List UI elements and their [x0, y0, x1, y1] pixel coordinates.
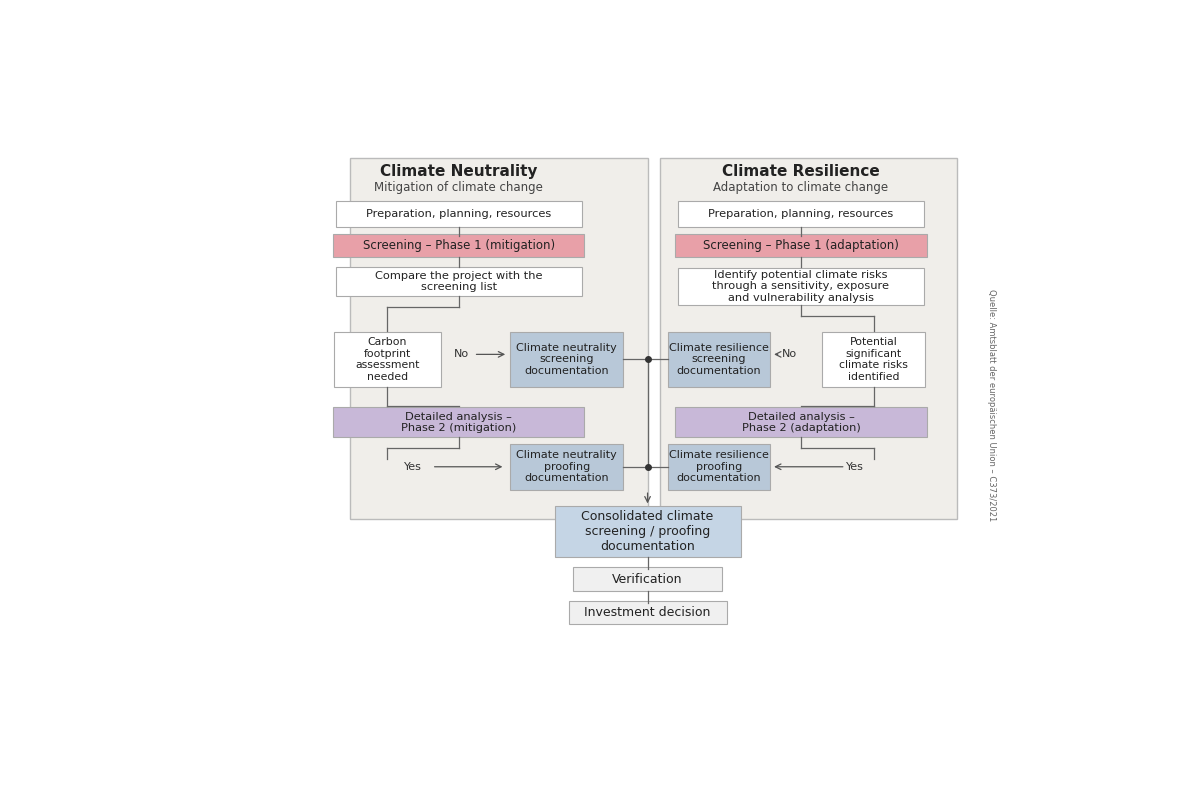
- Text: Adaptation to climate change: Adaptation to climate change: [714, 181, 888, 194]
- Text: Detailed analysis –
Phase 2 (adaptation): Detailed analysis – Phase 2 (adaptation): [742, 411, 860, 433]
- Text: Carbon
footprint
assessment
needed: Carbon footprint assessment needed: [355, 337, 419, 382]
- Text: Verification: Verification: [612, 573, 683, 585]
- FancyBboxPatch shape: [334, 407, 584, 437]
- Text: Quelle: Amtsblatt der europäischen Union – C373/2021: Quelle: Amtsblatt der europäischen Union…: [988, 289, 996, 521]
- Text: Yes: Yes: [404, 462, 422, 472]
- Text: Investment decision: Investment decision: [584, 606, 710, 619]
- FancyBboxPatch shape: [668, 331, 770, 387]
- FancyBboxPatch shape: [334, 234, 584, 257]
- Text: Yes: Yes: [846, 462, 864, 472]
- Text: Climate neutrality
proofing
documentation: Climate neutrality proofing documentatio…: [516, 450, 617, 484]
- Text: Screening – Phase 1 (mitigation): Screening – Phase 1 (mitigation): [362, 239, 554, 252]
- FancyBboxPatch shape: [678, 268, 924, 305]
- Text: Climate neutrality
screening
documentation: Climate neutrality screening documentati…: [516, 342, 617, 376]
- Text: No: No: [782, 350, 798, 359]
- FancyBboxPatch shape: [676, 234, 926, 257]
- Text: Screening – Phase 1 (adaptation): Screening – Phase 1 (adaptation): [703, 239, 899, 252]
- Text: Preparation, planning, resources: Preparation, planning, resources: [708, 209, 894, 219]
- FancyBboxPatch shape: [574, 568, 722, 591]
- FancyBboxPatch shape: [668, 444, 770, 490]
- FancyBboxPatch shape: [678, 200, 924, 226]
- Text: Preparation, planning, resources: Preparation, planning, resources: [366, 209, 551, 219]
- FancyBboxPatch shape: [510, 331, 623, 387]
- Text: Consolidated climate
screening / proofing
documentation: Consolidated climate screening / proofin…: [582, 510, 714, 553]
- Text: Identify potential climate risks
through a sensitivity, exposure
and vulnerabili: Identify potential climate risks through…: [713, 269, 889, 303]
- Text: Compare the project with the
screening list: Compare the project with the screening l…: [376, 271, 542, 292]
- Text: Climate resilience
proofing
documentation: Climate resilience proofing documentatio…: [670, 450, 769, 484]
- Text: Detailed analysis –
Phase 2 (mitigation): Detailed analysis – Phase 2 (mitigation): [401, 411, 516, 433]
- FancyBboxPatch shape: [569, 601, 727, 624]
- Text: No: No: [454, 350, 469, 359]
- FancyBboxPatch shape: [336, 267, 582, 296]
- FancyBboxPatch shape: [334, 331, 440, 387]
- Text: Climate Resilience: Climate Resilience: [722, 164, 880, 179]
- Text: Climate Neutrality: Climate Neutrality: [380, 164, 538, 179]
- Text: Climate resilience
screening
documentation: Climate resilience screening documentati…: [670, 342, 769, 376]
- FancyBboxPatch shape: [660, 158, 958, 519]
- FancyBboxPatch shape: [350, 158, 648, 519]
- Text: Potential
significant
climate risks
identified: Potential significant climate risks iden…: [839, 337, 908, 382]
- FancyBboxPatch shape: [554, 506, 740, 557]
- Text: Mitigation of climate change: Mitigation of climate change: [374, 181, 544, 194]
- FancyBboxPatch shape: [822, 331, 925, 387]
- FancyBboxPatch shape: [336, 200, 582, 226]
- FancyBboxPatch shape: [676, 407, 926, 437]
- FancyBboxPatch shape: [510, 444, 623, 490]
